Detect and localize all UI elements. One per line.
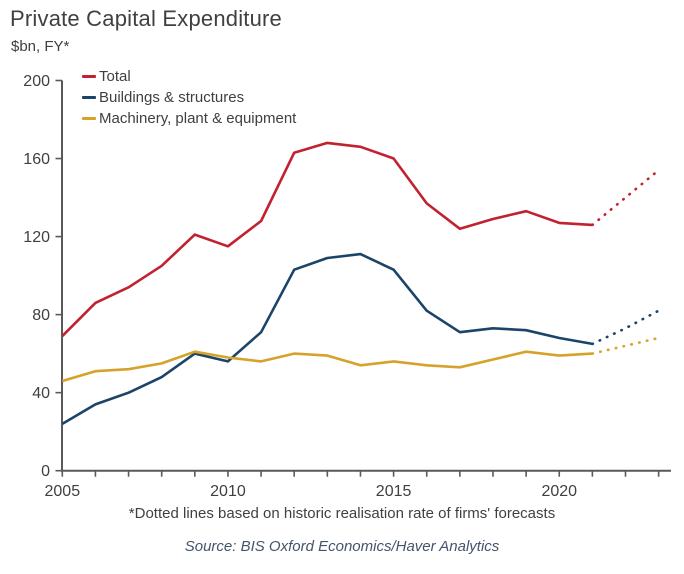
legend-item: Machinery, plant & equipment <box>82 108 296 128</box>
y-tick-label: 80 <box>32 307 50 324</box>
legend-item: Buildings & structures <box>82 87 296 107</box>
x-tick-label: 2020 <box>541 483 577 500</box>
series-line-total <box>61 141 593 338</box>
y-tick-label: 120 <box>23 229 50 246</box>
x-tick-label: 2005 <box>45 483 81 500</box>
chart-title: Private Capital Expenditure <box>10 6 282 31</box>
series-line-buildings <box>61 252 593 426</box>
chart-source: Source: BIS Oxford Economics/Haver Analy… <box>184 538 500 555</box>
chart-footnote: *Dotted lines based on historic realisat… <box>128 505 556 522</box>
legend-swatch-buildings <box>82 95 96 99</box>
y-tick-label: 160 <box>23 151 50 168</box>
series-forecast-dotted-total <box>591 168 660 227</box>
legend-label: Buildings & structures <box>99 88 245 106</box>
legend-label: Machinery, plant & equipment <box>99 109 297 127</box>
y-tick-label: 200 <box>23 73 50 90</box>
series-line-machinery <box>61 350 593 383</box>
series-forecast-dotted-buildings <box>591 309 660 346</box>
legend-swatch-total <box>82 74 96 78</box>
legend-swatch-machinery <box>82 116 96 120</box>
chart-legend: Total Buildings & structures Machinery, pl… <box>82 66 296 128</box>
y-tick-label: 40 <box>32 385 50 402</box>
x-tick-label: 2015 <box>376 483 412 500</box>
legend-label: Total <box>99 67 131 85</box>
x-tick-label: 2010 <box>210 483 246 500</box>
chart-unit-label: $bn, FY* <box>11 38 70 55</box>
series-forecast-dotted-machinery <box>591 336 660 355</box>
y-tick-label: 0 <box>41 463 50 480</box>
legend-item: Total <box>82 66 296 86</box>
